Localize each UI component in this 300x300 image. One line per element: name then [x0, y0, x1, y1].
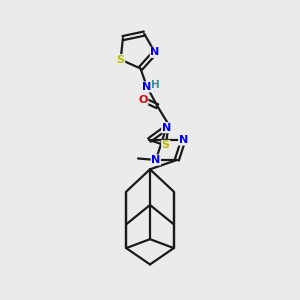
Text: N: N [142, 82, 152, 92]
Text: S: S [162, 140, 170, 150]
Text: N: N [162, 123, 171, 133]
Text: O: O [138, 95, 148, 105]
Text: N: N [179, 135, 188, 145]
Text: N: N [150, 47, 160, 57]
Text: N: N [151, 155, 160, 165]
Text: S: S [117, 55, 125, 64]
Text: H: H [151, 80, 160, 90]
